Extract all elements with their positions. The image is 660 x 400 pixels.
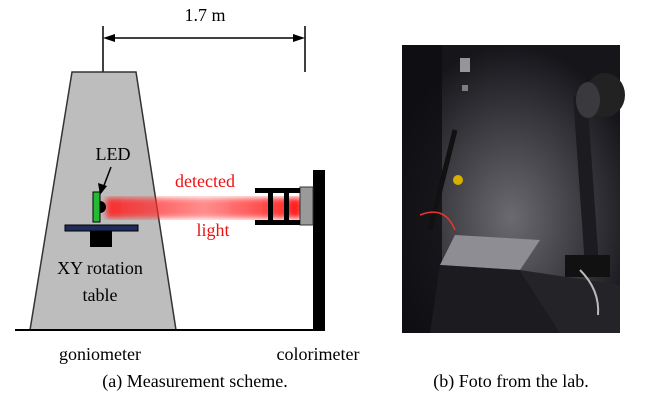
table-base	[90, 231, 112, 247]
led-label: LED	[96, 144, 131, 164]
colorimeter-label: colorimeter	[277, 344, 360, 364]
caption: (b) Foto from the lab.	[433, 371, 588, 392]
colorimeter	[255, 170, 325, 330]
lab-photo	[402, 45, 625, 333]
beam-label: detected	[175, 171, 235, 191]
goniometer-label: goniometer	[59, 344, 141, 364]
dimension	[103, 26, 305, 72]
beam-label: light	[196, 220, 229, 240]
led-board	[93, 192, 100, 222]
rotation-table	[65, 225, 138, 231]
table-label: table	[83, 285, 118, 305]
caption: (a) Measurement scheme.	[102, 371, 287, 392]
figure: 1.7 m LED XY rotation table detected lig…	[0, 0, 660, 400]
distance-label: 1.7 m	[184, 5, 225, 25]
table-label: XY rotation	[57, 258, 143, 278]
